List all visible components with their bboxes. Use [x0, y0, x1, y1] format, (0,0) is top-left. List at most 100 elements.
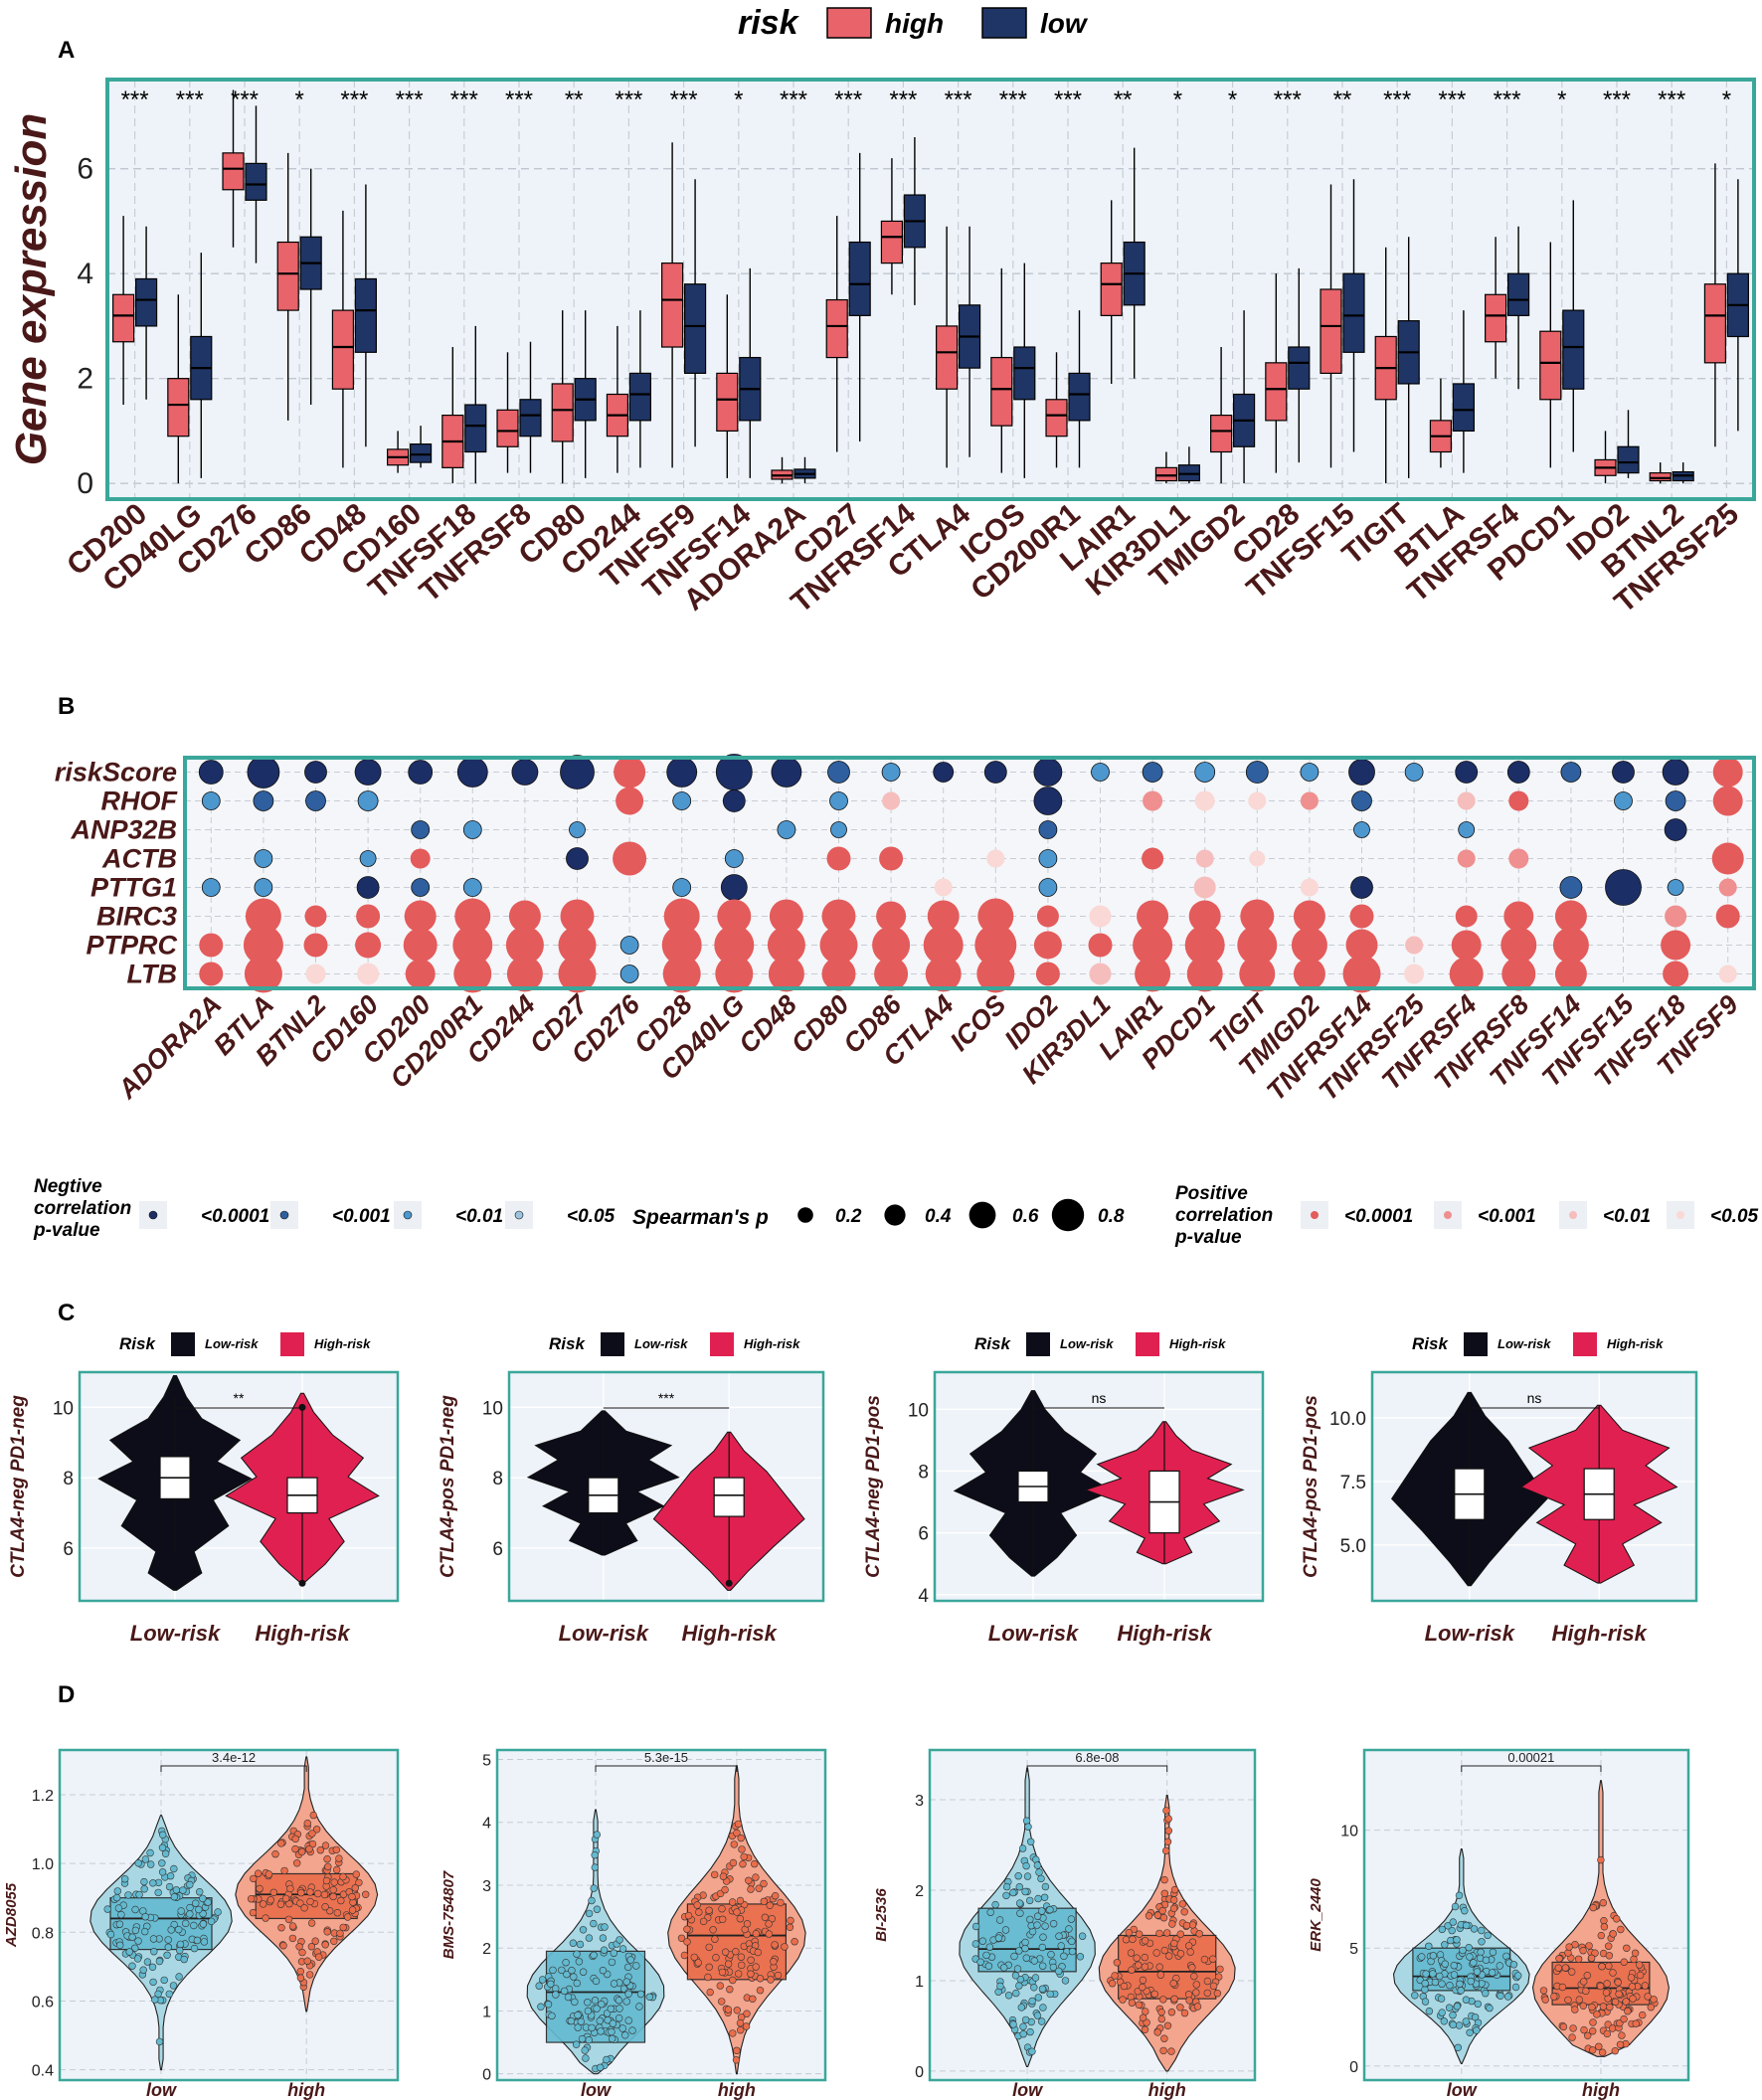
jitter-point	[1618, 2031, 1626, 2039]
jitter-point	[284, 1915, 293, 1924]
jitter-point	[1023, 1872, 1032, 1880]
jitter-point	[1039, 1933, 1047, 1941]
jitter-point	[303, 1819, 311, 1828]
jitter-point	[761, 1913, 770, 1922]
jitter-point	[186, 1880, 194, 1889]
jitter-point	[1456, 1980, 1464, 1989]
jitter-point	[590, 1951, 598, 1960]
jitter-point	[149, 1879, 157, 1887]
dot-BIRC3-CD27	[560, 899, 595, 934]
jitter-point	[1128, 1999, 1137, 2007]
legend-size-title: Spearman's p	[632, 1206, 769, 1229]
jitter-point	[1033, 1921, 1041, 1929]
dot-riskScore-TNFSF14	[1560, 762, 1582, 783]
box-high-TNFRSF4	[1485, 237, 1507, 379]
jitter-point	[1169, 1904, 1178, 1913]
panel-b-legend: Negtivecorrelationp-valuePositivecorrela…	[33, 1176, 1759, 1248]
jitter-point	[296, 1899, 304, 1907]
plot-background	[185, 758, 1754, 988]
jitter-point	[736, 2025, 745, 2034]
jitter-point	[1571, 2006, 1579, 2013]
jitter-point	[1616, 2040, 1625, 2049]
jitter-point	[645, 1993, 653, 2002]
jitter-point	[1133, 1954, 1141, 1962]
dot-riskScore-ICOS	[983, 761, 1007, 784]
jitter-point	[577, 2017, 585, 2025]
jitter-point	[596, 2063, 605, 2072]
row-label: PTPRC	[86, 931, 177, 961]
jitter-point	[1620, 2014, 1628, 2023]
dot-riskScore-CD86	[881, 763, 901, 782]
jitter-point	[1170, 1939, 1178, 1948]
jitter-point	[598, 2000, 606, 2009]
jitter-point	[339, 1872, 347, 1881]
y-tick-label: 5.0	[1340, 1536, 1366, 1557]
jitter-point	[1015, 1882, 1024, 1891]
legend-label-low: low	[1040, 8, 1089, 39]
legend-pos-dot	[1569, 1211, 1577, 1219]
x-tick-label: low	[146, 2080, 177, 2100]
jitter-point	[1160, 2034, 1168, 2042]
x-tick-label: low	[581, 2080, 612, 2100]
panel-c-plot-4: Risk Low-risk High-risk 5.0 7.5 10.0 ns CTLA4-p…	[1301, 1332, 1698, 1646]
legend-title: Risk	[974, 1334, 1011, 1353]
jitter-point	[982, 1951, 990, 1960]
x-tick-label: high	[718, 2080, 756, 2100]
jitter-point	[749, 1995, 757, 2004]
jitter-point	[599, 1966, 608, 1975]
jitter-point	[148, 1963, 157, 1972]
jitter-point	[146, 1848, 154, 1857]
dot-LTB-TNFSF14	[1554, 958, 1587, 990]
jitter-point	[1470, 1959, 1478, 1967]
jitter-point	[1019, 2029, 1027, 2038]
jitter-point	[729, 1976, 737, 1985]
legend-pos-title: correlation	[1175, 1205, 1273, 1226]
box-high-LAIR1	[1100, 200, 1123, 384]
dot-PTPRC-TNFSF14	[1552, 927, 1589, 963]
box-high-TNFRSF25	[1703, 163, 1726, 447]
jitter-point	[1579, 2002, 1588, 2011]
jitter-point	[190, 1944, 199, 1953]
jitter-point	[570, 1973, 578, 1981]
jitter-point	[1067, 1915, 1076, 1923]
jitter-point	[747, 1970, 755, 1978]
jitter-point	[326, 1906, 334, 1915]
jitter-point	[683, 1938, 691, 1946]
box	[410, 443, 433, 463]
dot-ANP32B-CD48	[777, 820, 796, 839]
jitter-point	[186, 1903, 194, 1912]
jitter-point	[1473, 2026, 1481, 2034]
jitter-point	[1068, 1937, 1076, 1946]
jitter-point	[1615, 1990, 1623, 1999]
jitter-point	[1636, 1971, 1645, 1980]
jitter-point	[1444, 1922, 1452, 1930]
dot-riskScore-TNFRSF14	[1348, 759, 1375, 786]
dot-LTB-CD48	[768, 956, 804, 992]
box-high-BTNL2	[1649, 462, 1672, 484]
jitter-point	[170, 1892, 179, 1901]
dot-LTB-IDO2	[1035, 962, 1060, 986]
jitter-point	[1035, 1868, 1043, 1876]
dot-RHOF-CD80	[829, 791, 848, 810]
plot-border	[183, 756, 1756, 990]
jitter-point	[306, 1897, 314, 1906]
jitter-point	[1421, 1986, 1429, 1994]
jitter-point	[1511, 1983, 1520, 1992]
plot-border	[1362, 1748, 1690, 2082]
jitter-point	[604, 2015, 612, 2024]
jitter-point	[1580, 2025, 1588, 2034]
dot-riskScore-CD28	[666, 757, 698, 788]
dot-RHOF-BTLA	[253, 790, 274, 811]
jitter-point	[548, 2012, 556, 2020]
jitter-point	[176, 1946, 184, 1955]
jitter-point	[750, 1859, 759, 1868]
jitter-point	[1129, 1935, 1137, 1944]
jitter-point	[128, 1933, 136, 1941]
box-high-TNFSF15	[1320, 184, 1342, 468]
jitter-point	[574, 2023, 582, 2031]
jitter-point	[1120, 1982, 1129, 1991]
jitter-point	[1611, 2047, 1620, 2055]
dot-ANP32B-CD27	[569, 821, 586, 838]
legend-size-dot	[797, 1207, 813, 1223]
